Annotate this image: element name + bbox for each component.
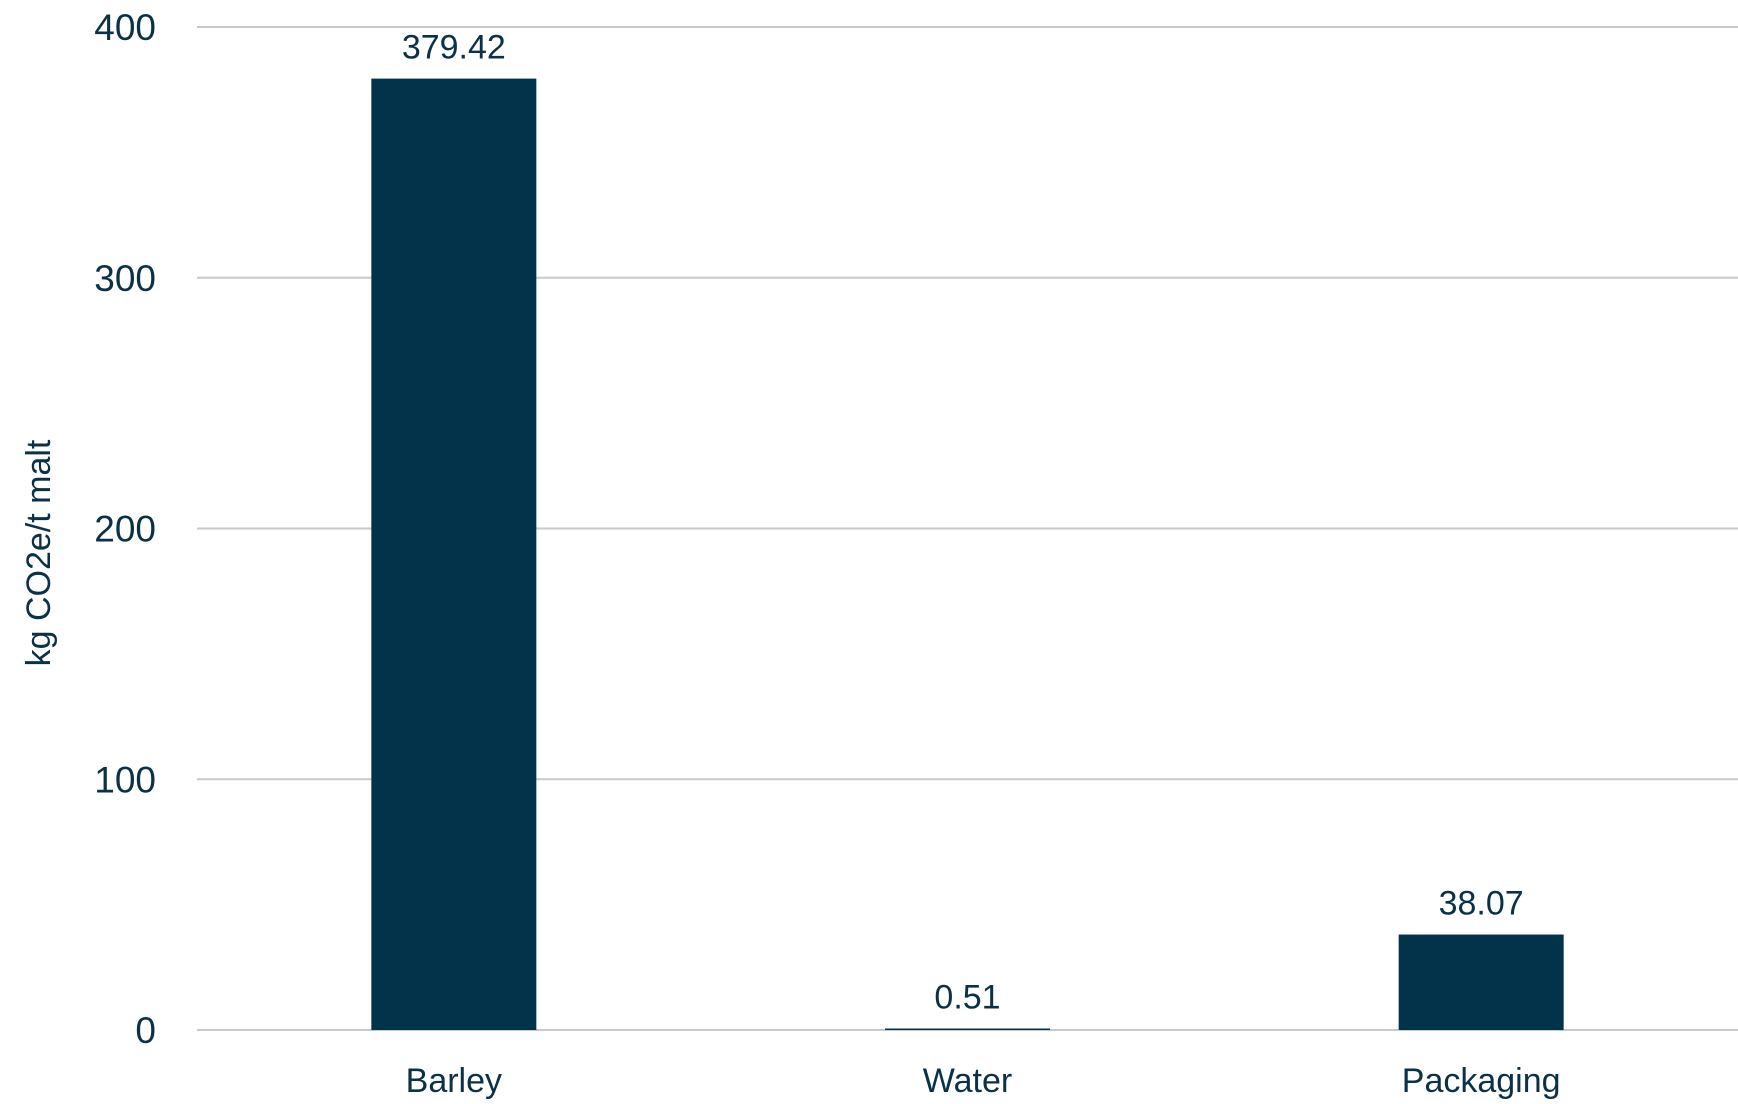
y-tick-label: 200 xyxy=(94,509,156,550)
data-labels: 379.42 0.51 38.07 xyxy=(402,29,1524,1017)
y-tick-label: 400 xyxy=(94,7,156,48)
x-tick-label: Water xyxy=(923,1062,1012,1100)
data-label: 379.42 xyxy=(402,29,506,67)
y-tick-label: 300 xyxy=(94,258,156,299)
x-axis-ticks: Barley Water Packaging xyxy=(406,1062,1561,1100)
y-tick-label: 100 xyxy=(94,759,156,800)
bar-packaging xyxy=(1398,934,1564,1030)
y-axis-title: kg CO2e/t malt xyxy=(20,439,58,666)
x-tick-label: Packaging xyxy=(1402,1062,1561,1100)
data-label: 0.51 xyxy=(934,979,1000,1017)
bars xyxy=(371,78,1564,1030)
data-label: 38.07 xyxy=(1439,885,1524,923)
y-tick-label: 0 xyxy=(135,1010,156,1051)
x-tick-label: Barley xyxy=(406,1062,502,1100)
bar-water xyxy=(885,1028,1050,1030)
y-axis-ticks: 0 100 200 300 400 xyxy=(94,7,156,1051)
bar-barley xyxy=(371,78,537,1030)
